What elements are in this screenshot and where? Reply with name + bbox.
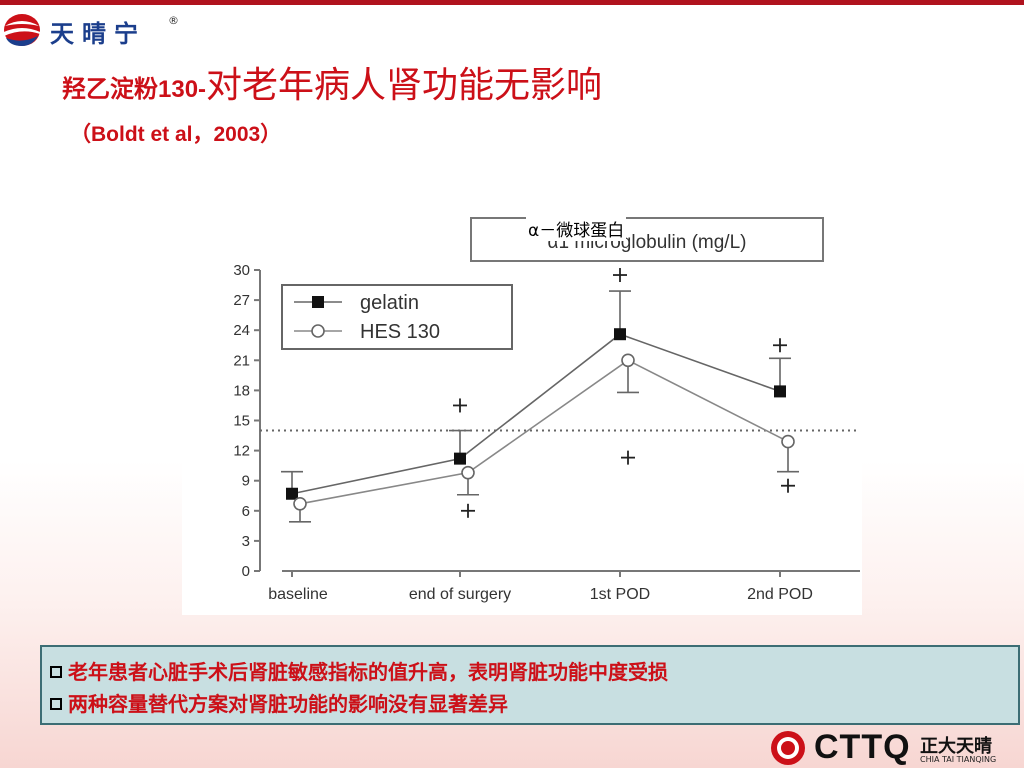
y-tick-label: 30 [233, 262, 250, 279]
y-tick-label: 9 [242, 473, 250, 490]
y-tick-label: 3 [242, 533, 250, 550]
y-tick-label: 24 [233, 322, 250, 339]
checkbox-bullet-icon [50, 697, 62, 710]
legend-label-hes130: HES 130 [360, 321, 440, 343]
data-point-hes130 [621, 353, 635, 368]
x-tick-label: 1st POD [590, 586, 650, 603]
page-title-main: 对老年病人肾功能无影响 [206, 65, 603, 106]
data-point-hes130 [293, 496, 307, 511]
conclusion-item: 老年患者心脏手术后肾脏敏感指标的值升高，表明肾脏功能中度受损 [50, 656, 668, 685]
conclusion-box: 老年患者心脏手术后肾脏敏感指标的值升高，表明肾脏功能中度受损 两种容量替代方案对… [40, 645, 1020, 725]
footer-brand-en: CHIA TAI TIANQING [920, 755, 997, 764]
legend-label-gelatin: gelatin [360, 292, 419, 314]
page-title: 羟乙淀粉130-对老年病人肾功能无影响 [62, 56, 602, 108]
data-point-gelatin [286, 487, 298, 500]
brand-logo-icon [4, 14, 40, 46]
footer-logo: CTTQ 正大天晴 CHIA TAI TIANQING [770, 728, 1020, 766]
series-line-hes130 [299, 359, 789, 505]
x-tick-label: 2nd POD [747, 586, 813, 603]
checkbox-bullet-icon [50, 665, 62, 678]
y-tick-label: 21 [233, 352, 250, 369]
brand-logo-text: 天晴宁 [50, 19, 146, 48]
legend-box [281, 284, 513, 350]
line-chart: α1 microglobulin (mg/L)03691215182124273… [233, 217, 860, 603]
footer-brand: CTTQ [814, 728, 911, 766]
citation: （Boldt et al，2003） [70, 123, 282, 146]
data-point-hes130 [461, 465, 475, 480]
y-tick-label: 15 [233, 413, 250, 430]
y-tick-label: 12 [233, 443, 250, 460]
top-bar [0, 0, 1024, 5]
conclusion-text: 老年患者心脏手术后肾脏敏感指标的值升高，表明肾脏功能中度受损 [68, 660, 668, 684]
y-tick-label: 27 [233, 292, 250, 309]
y-tick-label: 6 [242, 503, 250, 520]
footer-brand-cn: 正大天晴 [920, 736, 992, 757]
registered-mark: ® [168, 14, 179, 27]
y-tick-label: 0 [242, 563, 250, 580]
series-line-gelatin [291, 333, 781, 495]
data-point-gelatin [774, 385, 786, 398]
conclusion-text: 两种容量替代方案对肾脏功能的影响没有显著差异 [68, 692, 508, 716]
figure-background [182, 195, 862, 615]
page-title-prefix: 羟乙淀粉130- [62, 76, 207, 103]
data-point-gelatin [454, 452, 466, 465]
footer-logo-icon [771, 731, 805, 765]
data-point-hes130 [781, 434, 795, 449]
x-tick-label: end of surgery [409, 586, 511, 603]
data-point-gelatin [614, 328, 626, 341]
y-tick-label: 18 [233, 382, 250, 399]
legend-marker-hes130 [311, 324, 325, 338]
legend-marker-gelatin [312, 296, 324, 308]
x-tick-label: baseline [268, 586, 328, 603]
brand-logo: 天晴宁 ® [2, 10, 192, 50]
conclusion-item: 两种容量替代方案对肾脏功能的影响没有显著差异 [50, 688, 508, 717]
chart-annotation: α－微球蛋白 [526, 216, 627, 241]
